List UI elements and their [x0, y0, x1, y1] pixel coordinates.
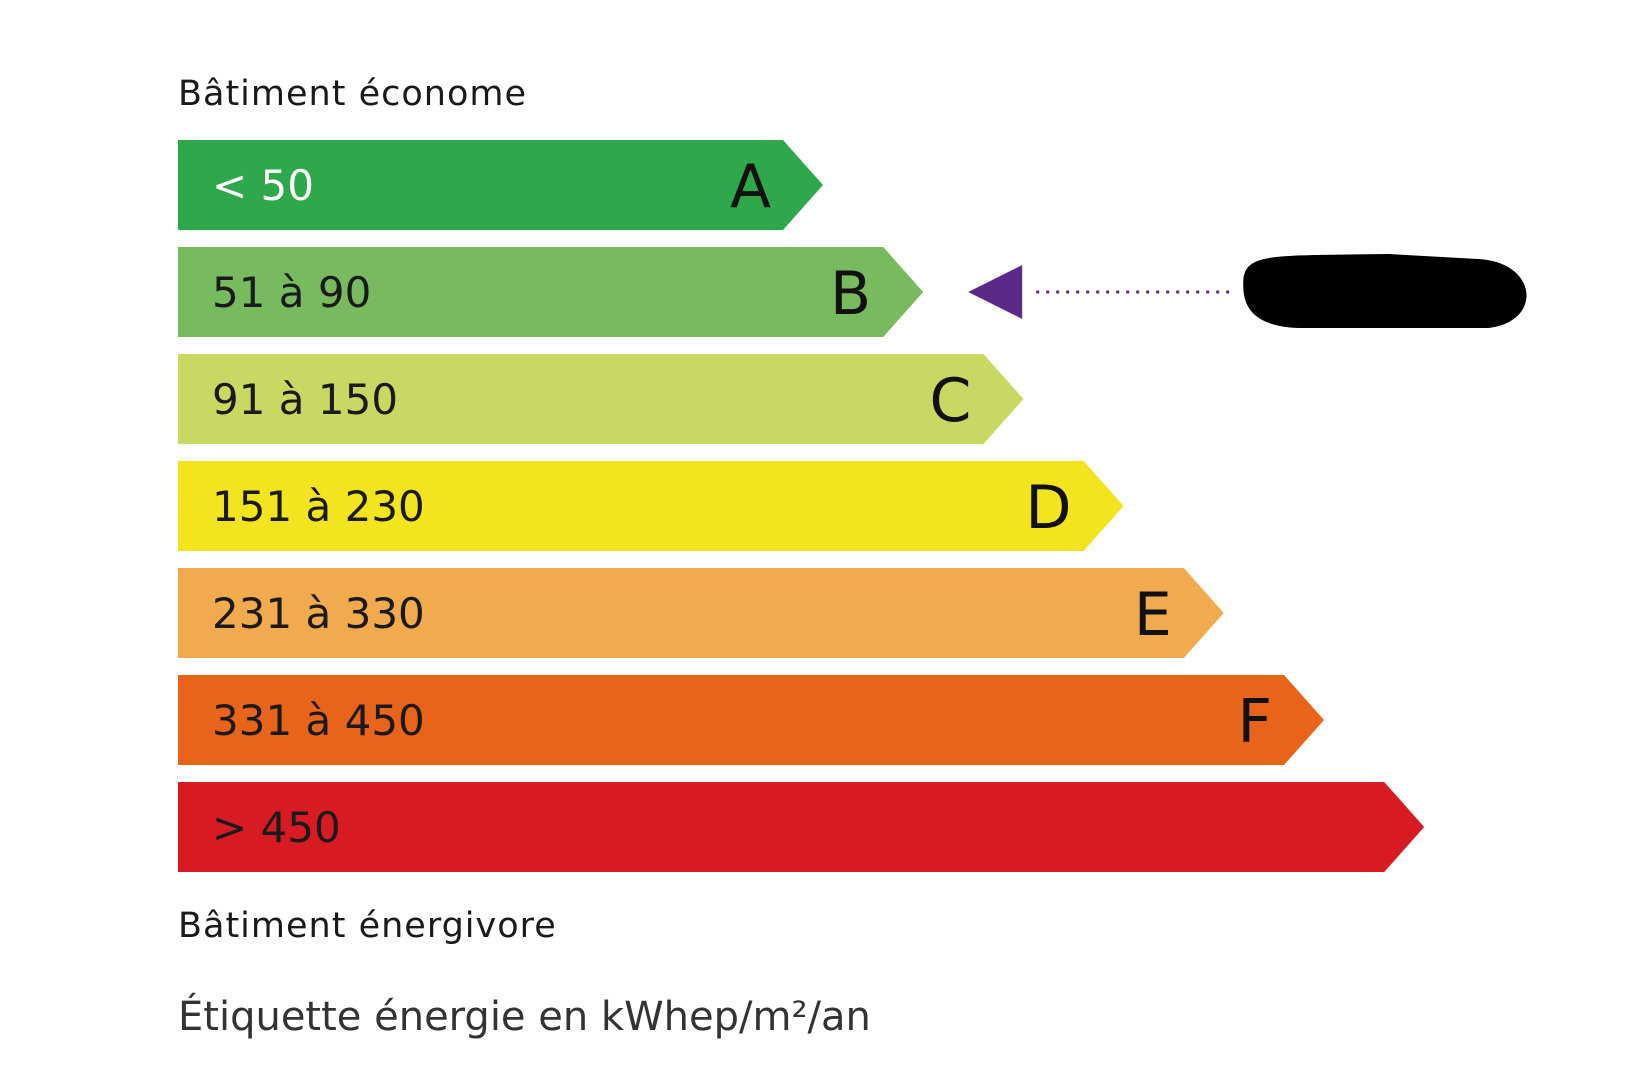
- bar-shape-E: [178, 568, 1224, 658]
- rating-marker: [968, 254, 1527, 328]
- redacted-value: [1243, 254, 1527, 328]
- top-label: Bâtiment économe: [178, 74, 527, 114]
- range-label-D: 151 à 230: [212, 482, 425, 531]
- range-label-A: < 50: [212, 161, 314, 210]
- bar-C: 91 à 150 C: [178, 354, 1024, 444]
- range-label-B: 51 à 90: [212, 268, 371, 317]
- bar-B: 51 à 90 B: [178, 247, 924, 337]
- bottom-label: Bâtiment énergivore: [178, 906, 557, 946]
- caption: Étiquette énergie en kWhep/m²/an: [178, 992, 871, 1040]
- class-letter-B: B: [830, 259, 871, 329]
- bar-shape-A: [178, 140, 823, 230]
- bar-E: 231 à 330 E: [178, 568, 1224, 658]
- class-letter-F: F: [1237, 687, 1272, 757]
- bar-shape-F: [178, 675, 1324, 765]
- class-letter-A: A: [730, 152, 771, 222]
- class-letter-E: E: [1134, 580, 1172, 650]
- bar-shape-D: [178, 461, 1124, 551]
- range-label-G: > 450: [212, 803, 341, 852]
- bar-shape-C: [178, 354, 1024, 444]
- bar-F: 331 à 450 F: [178, 675, 1324, 765]
- range-label-E: 231 à 330: [212, 589, 425, 638]
- bar-G: > 450: [178, 782, 1425, 872]
- bar-shape-B: [178, 247, 924, 337]
- range-label-F: 331 à 450: [212, 696, 425, 745]
- class-letter-C: C: [929, 366, 971, 436]
- bar-D: 151 à 230 D: [178, 461, 1124, 551]
- class-letter-D: D: [1025, 473, 1071, 543]
- bar-shape-G: [178, 782, 1425, 872]
- marker-arrow-icon: [968, 265, 1023, 319]
- range-label-C: 91 à 150: [212, 375, 398, 424]
- bar-A: < 50 A: [178, 140, 823, 230]
